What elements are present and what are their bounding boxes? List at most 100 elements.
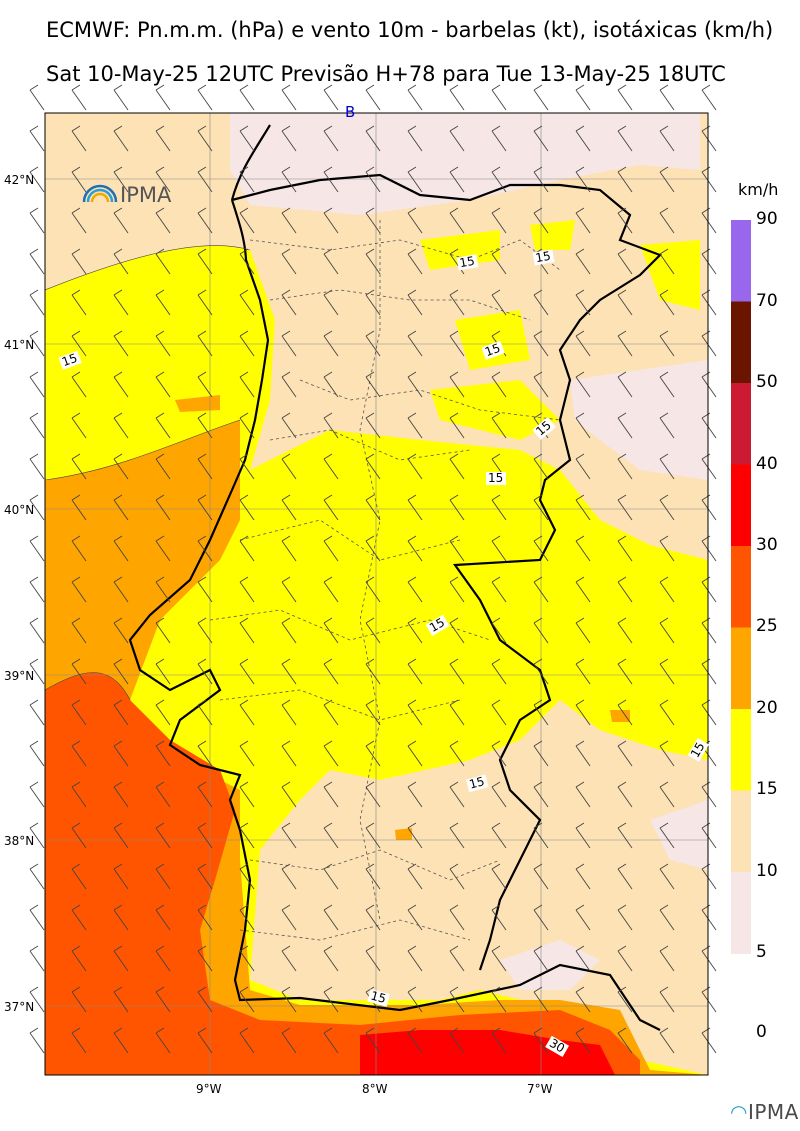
wind-barb-icon [323,207,339,234]
wind-barb-icon [29,371,45,398]
wind-barb-icon [239,248,255,275]
map-title: ECMWF: Pn.m.m. (hPa) e vento 10m - barbe… [46,18,774,42]
wind-barb-icon [239,945,255,972]
wind-barb-icon [155,412,171,439]
wind-barb-icon [575,699,591,726]
wind-barb-icon [659,494,675,521]
ipma-logo: IPMA [82,183,172,207]
wind-barb-icon [701,125,717,152]
wind-barb-icon [239,699,255,726]
wind-barb-icon [575,781,591,808]
wind-barb-icon [323,330,339,357]
wind-barb-icon [449,371,465,398]
contour-label: 15 [483,341,502,359]
wind-barb-icon [365,412,381,439]
wind-barb-icon [365,371,381,398]
wind-barb-icon [407,494,423,521]
wind-barb-icon [239,289,255,316]
wind-barb-icon [617,617,633,644]
district-boundaries [209,220,561,941]
wind-barb-icon [491,1027,507,1054]
wind-barb-icon [113,125,129,152]
wind-barb-icon [113,822,129,849]
wind-barb-icon [365,576,381,603]
wind-barb-icon [197,904,213,931]
wind-barb-icon [197,535,213,562]
footer-brand: ◠IPMA [730,1100,799,1124]
colorbar-tick: 0 [756,1022,767,1042]
wind-barb-icon [155,740,171,767]
wind-barb-icon [281,125,297,152]
wind-barb-icon [71,576,87,603]
colorbar-segment [731,872,751,954]
wind-barb-icon [365,863,381,890]
wind-barb-icon [323,248,339,275]
wind-barb-icon [281,986,297,1013]
wind-barb-icon [617,658,633,685]
wind-barb-icon [197,740,213,767]
wind-barb-icon [701,330,717,357]
wind-barb-icon [281,617,297,644]
wind-barb-icon [281,781,297,808]
wind-barb-icon [659,740,675,767]
contour-label: 15 [458,254,475,270]
colorbar-tick: 5 [756,942,767,962]
wind-barb-icon [617,453,633,480]
wind-barb-icon [533,330,549,357]
wind-barb-icon [575,412,591,439]
wind-barb-icon [659,945,675,972]
wind-barb-icon [71,207,87,234]
wind-barb-icon [281,371,297,398]
lat-label: 39°N [4,669,34,683]
wind-barb-icon [659,986,675,1013]
wind-barb-icon [491,740,507,767]
wind-barb-icon [617,125,633,152]
wind-barb-icon [197,330,213,357]
wind-barb-icon [113,207,129,234]
wind-barb-icon [155,371,171,398]
wind-barb-icon [323,576,339,603]
wind-barb-icon [575,371,591,398]
wind-barb-icon [617,822,633,849]
wind-barb-icon [449,166,465,193]
wind-barb-icon [239,412,255,439]
contour-label: 15 [534,249,551,265]
wind-barb-icon [617,535,633,562]
wind-barb-icon [281,207,297,234]
wind-barb-icon [701,781,717,808]
wind-barb-icon [449,453,465,480]
wind-barb-icon [659,1027,675,1054]
lon-label: 7°W [527,1082,553,1096]
wind-barb-icon [71,781,87,808]
wind-barb-icon [113,289,129,316]
colorbar-tick: 20 [756,698,778,718]
wind-barb-icon [71,166,87,193]
wind-barb-icon [575,945,591,972]
colorbar-unit: km/h [738,180,779,199]
wind-barb-icon [491,535,507,562]
wind-barb-icon [701,699,717,726]
wind-barb-icon [113,781,129,808]
wind-barb-icon [155,904,171,931]
wind-barb-icon [281,945,297,972]
wind-barb-icon [29,863,45,890]
wind-barb-icon [659,904,675,931]
wind-barb-icon [281,535,297,562]
wind-barb-icon [113,371,129,398]
wind-barb-icon [533,289,549,316]
colorbar-segment [731,464,751,547]
wind-barb-icon [365,658,381,685]
wind-barb-icon [71,412,87,439]
wind-barb-icon [407,371,423,398]
wind-barb-icon [617,986,633,1013]
wind-barb-icon [239,658,255,685]
footer-logo-arc-icon: ◠ [730,1100,748,1124]
wind-barb-icon [113,863,129,890]
wind-barb-icon [239,986,255,1013]
wind-barb-icon [533,453,549,480]
wind-barb-icon [617,576,633,603]
wind-barb-icon [113,535,129,562]
wind-barb-icon [407,781,423,808]
latitude-labels: 42°N 41°N 40°N 39°N 38°N 37°N [4,173,34,1014]
